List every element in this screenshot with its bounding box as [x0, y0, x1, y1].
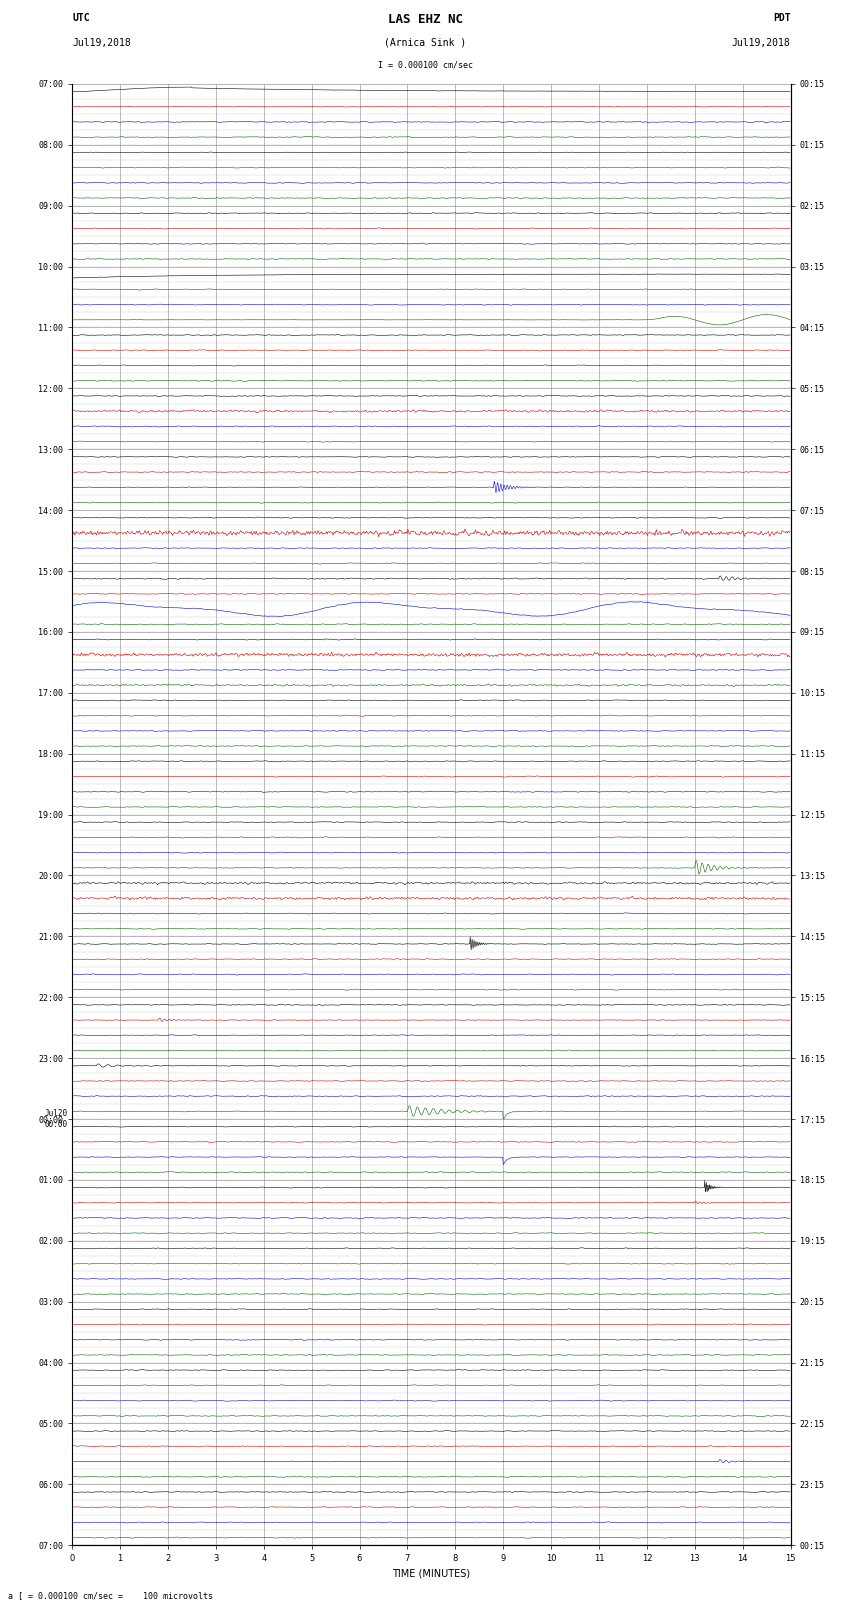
- Text: Jul19,2018: Jul19,2018: [732, 37, 791, 48]
- Text: UTC: UTC: [72, 13, 90, 23]
- X-axis label: TIME (MINUTES): TIME (MINUTES): [393, 1569, 470, 1579]
- Text: Jul20
00:00: Jul20 00:00: [45, 1110, 68, 1129]
- Text: (Arnica Sink ): (Arnica Sink ): [384, 37, 466, 48]
- Text: Jul19,2018: Jul19,2018: [72, 37, 131, 48]
- Text: LAS EHZ NC: LAS EHZ NC: [388, 13, 462, 26]
- Text: a [ = 0.000100 cm/sec =    100 microvolts: a [ = 0.000100 cm/sec = 100 microvolts: [8, 1590, 213, 1600]
- Text: PDT: PDT: [773, 13, 790, 23]
- Text: I = 0.000100 cm/sec: I = 0.000100 cm/sec: [377, 60, 473, 69]
